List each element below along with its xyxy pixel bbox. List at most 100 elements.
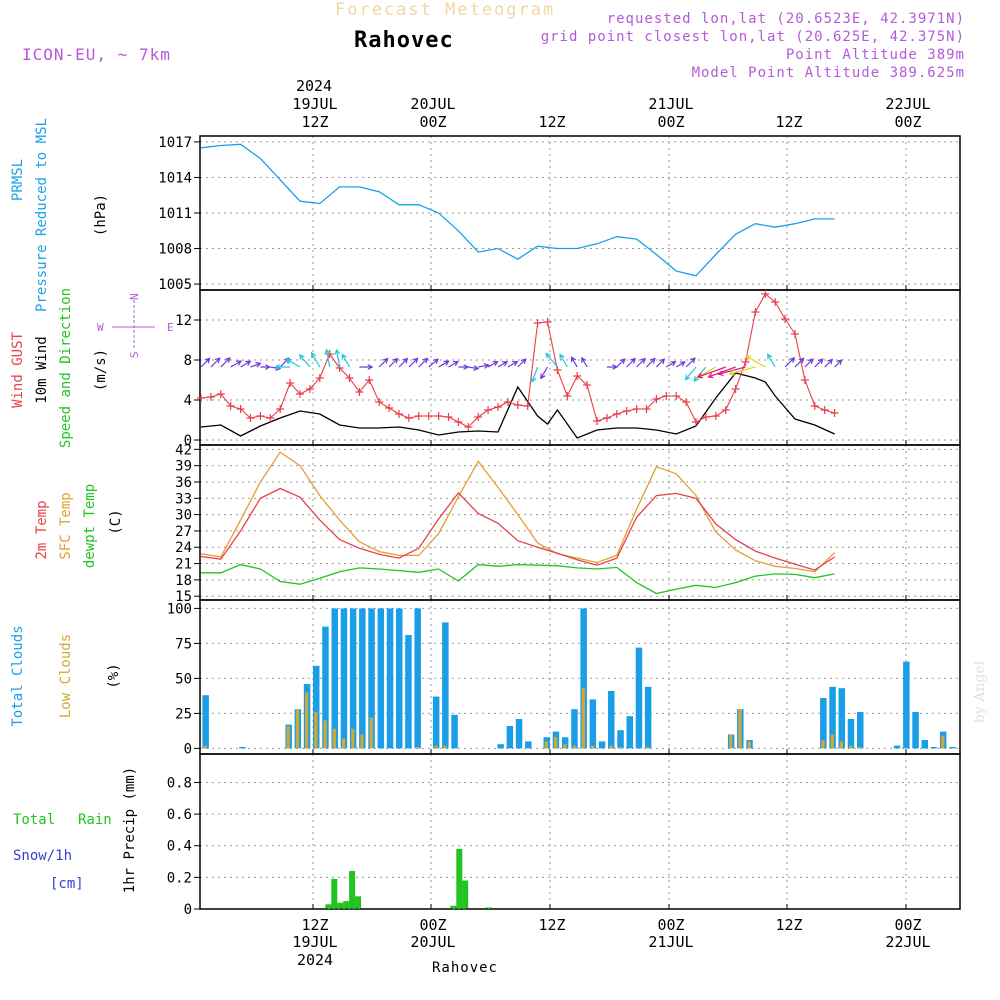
wind-arrow [418,357,429,368]
low-cloud-bar [369,717,373,749]
compass-north: N [128,293,141,300]
gust-marker [632,405,641,413]
wind-arrow [646,357,656,368]
gust-marker [444,413,453,421]
total-cloud-bar [359,608,366,749]
wind-arrow [728,366,756,376]
y-tick-label: 30 [175,508,192,524]
wind-arrow [606,364,619,370]
y-tick-label: 100 [167,601,192,617]
y-tick-label: 75 [175,636,192,652]
gust-marker [246,414,255,422]
gust-marker [355,388,364,396]
wind-arrow [745,355,766,368]
precip-side-labels: Total Rain Snow/1h [cm] 1hr Precip (mm) [13,767,138,893]
panel-frame [199,753,961,910]
bottom-hour-label: 00Z [657,916,684,934]
footer-location: Rahovec [432,960,498,976]
y-tick-label: 0.2 [167,870,192,886]
wind-arrow [767,353,776,368]
y-tick-label: 0 [184,741,192,757]
wind-arrow [784,356,796,368]
low-cloud-bar [314,712,318,749]
gust-marker [236,405,245,413]
credit-watermark: by Angel [972,660,988,723]
sfc-temp-line [200,451,836,573]
requested-coords: requested lon,lat (20.6523E, 42.3971N) [607,11,965,27]
y-tick-label: 1005 [158,277,192,293]
total-cloud-bar [912,712,919,749]
bottom-hour-label: 00Z [894,916,921,934]
low-cloud-bar [858,747,862,749]
gust-marker [503,398,512,406]
low-cloud-bar [544,741,548,749]
panel-4: 0 0.2 0.4 0.6 0.8 [167,753,961,918]
prmsl-desc-label: Pressure Reduced to MSL [34,118,50,312]
top-hour-label: 00Z [894,113,921,131]
precip-series [200,848,960,910]
wind-arrow [636,357,646,368]
gust-marker [711,412,720,420]
wind-arrow [230,360,243,368]
wind-arrow [334,348,341,368]
gust-marker [652,395,661,403]
model-altitude: Model Point Altitude 389.625m [692,65,965,81]
rain-bar [450,905,457,909]
gust-marker [523,402,532,410]
wind-arrow [684,366,697,381]
y-tick-label: 24 [175,540,192,556]
prmsl-line [200,143,835,277]
gust-marker [573,372,582,380]
wind-arrow [696,366,726,379]
total-cloud-bar [820,698,827,749]
pressure-series [200,143,835,277]
y-tick-label: 0 [184,433,192,449]
wind-arrow [210,357,221,368]
total-cloud-bar [589,699,597,749]
gust-marker [751,308,760,316]
total-cloud-bar [580,608,587,749]
total-cloud-bar [921,740,928,749]
bottom-date-label: 20JUL [410,933,455,951]
total-cloud-bar [525,741,532,749]
wind-arrow [260,364,271,370]
y-tick-label: 33 [175,491,192,507]
gust-marker [395,410,403,418]
top-date-label: 21JUL [648,95,693,113]
top-hour-label: 12Z [538,113,565,131]
wind-arrow [220,356,231,368]
gust-marker [375,398,384,406]
top-hour-label: 00Z [657,113,684,131]
gust-marker [810,402,819,410]
gust-marker [216,390,225,398]
total-cloud-bar [331,608,338,749]
gust-marker [612,410,621,418]
low-cloud-bar [849,745,853,749]
wind-arrow [398,357,409,368]
wind-arrow [310,351,321,368]
wind-gust-label: Wind GUST [10,332,26,408]
wind-arrow [570,356,578,368]
top-hour-label: 12Z [301,113,328,131]
low-cloud-bar [646,747,650,749]
gust-marker [414,412,423,420]
low-cloud-bar [830,734,834,749]
y-tick-label: 27 [175,524,192,540]
wind-arrow [388,357,399,368]
dewpt-label: dewpt Temp [82,484,98,568]
wind-side-labels: Wind GUST 10m Wind Speed and Direction (… [10,288,174,448]
wind-arrow [468,365,480,371]
low-cloud-bar [729,734,733,749]
rain-bar [325,904,332,909]
rain-bar [486,907,492,909]
panel-frame [199,289,961,446]
wind-arrow [824,358,834,368]
compass-legend: W N S E [97,293,174,358]
low-clouds-label: Low Clouds [58,634,74,718]
total-cloud-bar [561,737,569,749]
cloud-unit: (%) [106,663,122,688]
speed-dir-label: Speed and Direction [58,288,74,448]
compass-south: S [128,351,141,358]
rain-bar [331,878,338,909]
rain-bar [456,848,463,909]
